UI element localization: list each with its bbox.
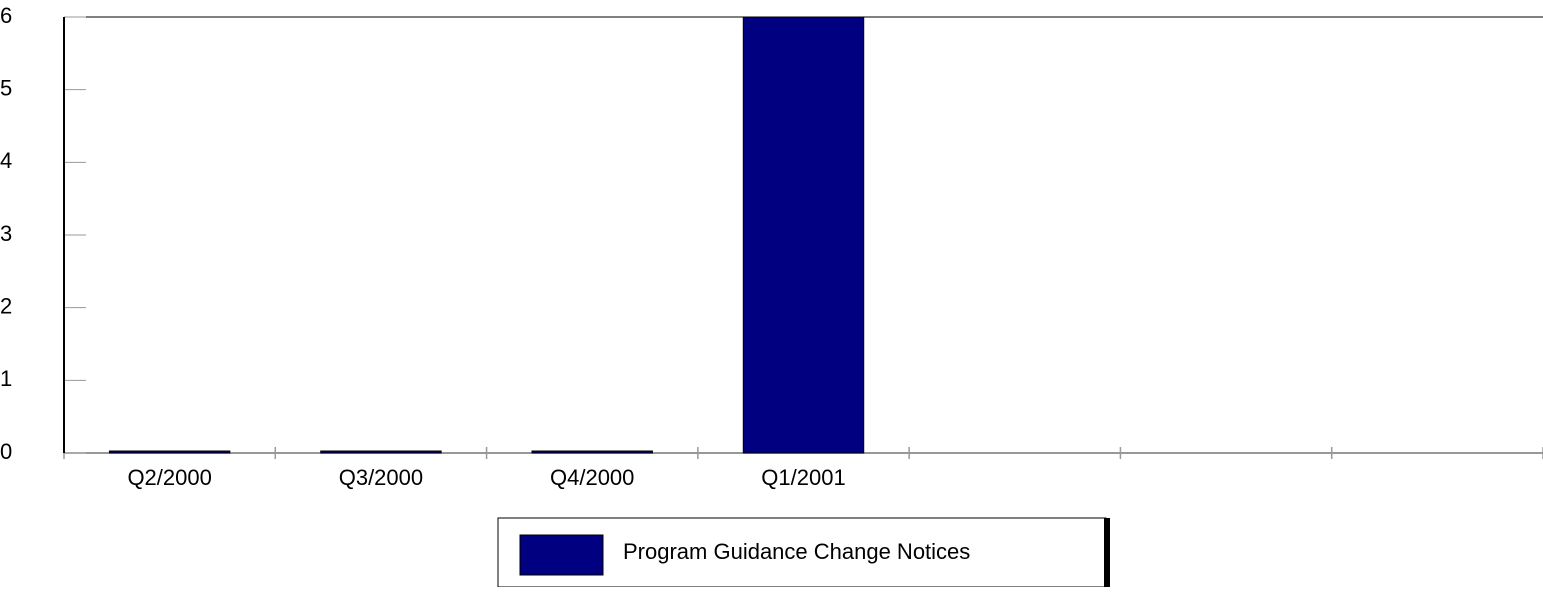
- y-tick-label: 1: [0, 366, 12, 391]
- bar: [742, 16, 865, 454]
- legend-label: Program Guidance Change Notices: [623, 539, 970, 564]
- x-tick-label: Q2/2000: [127, 465, 211, 490]
- y-tick-label: 6: [0, 3, 12, 28]
- bar: [320, 450, 442, 454]
- y-tick-label: 2: [0, 293, 12, 318]
- legend-edge: [1104, 518, 1110, 587]
- y-tick-label: 3: [0, 221, 12, 246]
- y-tick-label: 5: [0, 75, 12, 100]
- x-tick-label: Q3/2000: [339, 465, 423, 490]
- legend-swatch: [519, 534, 604, 576]
- bar: [108, 450, 231, 454]
- x-tick-label: Q1/2001: [761, 465, 845, 490]
- y-tick-label: 4: [0, 148, 12, 173]
- x-tick-label: Q4/2000: [550, 465, 634, 490]
- y-tick-label: 0: [0, 439, 12, 464]
- bar: [531, 450, 653, 454]
